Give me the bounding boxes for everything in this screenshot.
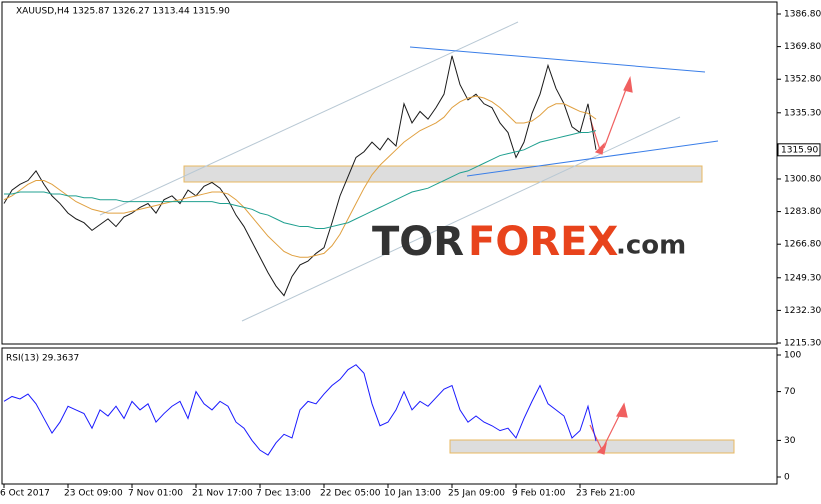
y-tick-label: 1266.80: [784, 240, 821, 250]
chart-title: XAUUSD,H4 1325.87 1326.27 1313.44 1315.9…: [16, 7, 230, 17]
price-line: [3, 55, 597, 297]
y-tick-label: 1283.80: [784, 207, 821, 217]
x-tick-label: 23 Feb 21:00: [576, 489, 635, 499]
watermark: TOR: [372, 219, 464, 265]
price-line: [4, 130, 597, 229]
rsi-zone: [449, 439, 735, 454]
watermark: .com: [616, 231, 686, 261]
x-tick-label: 7 Dec 13:00: [256, 489, 311, 499]
y-tick-label: 1300.80: [784, 174, 821, 184]
y-tick-label: 1232.30: [784, 306, 821, 316]
y-tick-label: 1386.80: [784, 10, 821, 20]
x-tick-label: 23 Oct 09:00: [64, 489, 123, 499]
y-tick-label: 1215.30: [784, 339, 821, 349]
y-tick-label: 1352.80: [784, 75, 821, 85]
price-line: [3, 95, 597, 258]
y-tick-label: 0: [784, 473, 790, 483]
channel-line: [241, 116, 681, 322]
x-tick-label: 6 Oct 2017: [0, 489, 50, 499]
forecast-arrows: [589, 76, 633, 455]
x-tick-label: 25 Jan 09:00: [448, 489, 505, 499]
watermark: FOREX: [468, 219, 618, 265]
y-tick-label: 1369.80: [784, 42, 821, 52]
x-tick-label: 7 Nov 01:00: [128, 489, 183, 499]
x-tick-label: 22 Dec 05:00: [320, 489, 381, 499]
x-tick-label: 9 Feb 01:00: [512, 489, 566, 499]
rsi-title: RSI(13) 29.3637: [6, 354, 79, 364]
price-tag: [777, 143, 821, 157]
price-tag-label: 1315.90: [781, 145, 818, 155]
channel-line: [99, 21, 519, 216]
y-tick-label: 100: [784, 351, 801, 361]
trend-line: [409, 46, 706, 73]
price-panel: [1, 1, 778, 345]
rsi-panel: [1, 347, 778, 485]
y-tick-label: 30: [784, 436, 796, 446]
rsi-line: [3, 364, 597, 456]
trend-line: [466, 140, 719, 177]
support-zone: [183, 165, 703, 183]
y-tick-label: 1335.30: [784, 108, 821, 118]
x-tick-label: 10 Jan 13:00: [384, 489, 441, 499]
y-tick-label: 70: [784, 387, 796, 397]
x-tick-label: 21 Nov 17:00: [192, 489, 253, 499]
y-tick-label: 1249.30: [784, 273, 821, 283]
